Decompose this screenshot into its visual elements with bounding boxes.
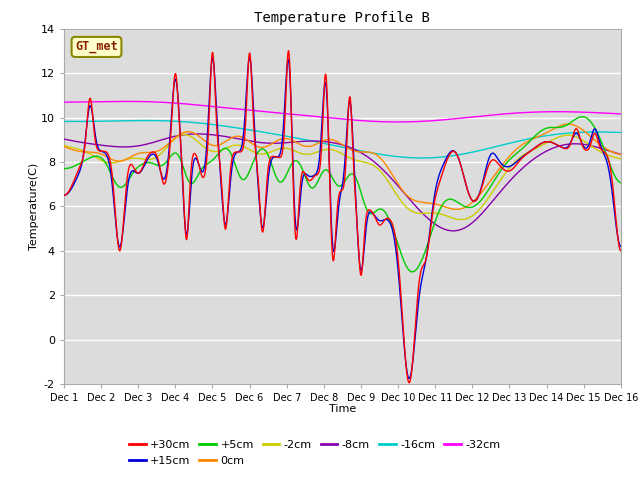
-32cm xyxy=(617,111,625,117)
0cm xyxy=(546,128,554,134)
-2cm xyxy=(458,216,465,222)
0cm xyxy=(617,152,625,157)
-16cm xyxy=(617,130,625,135)
-16cm xyxy=(298,136,306,142)
0cm xyxy=(124,156,131,162)
-8cm xyxy=(547,146,554,152)
+15cm xyxy=(547,139,554,145)
-8cm xyxy=(124,144,131,150)
+30cm xyxy=(405,380,413,385)
+15cm xyxy=(617,243,625,249)
+15cm xyxy=(606,175,614,181)
-32cm xyxy=(606,110,614,116)
0cm xyxy=(452,206,460,212)
+30cm xyxy=(124,173,131,179)
+30cm xyxy=(285,48,292,54)
-32cm xyxy=(123,98,131,104)
+30cm xyxy=(606,165,614,170)
+5cm xyxy=(617,180,625,186)
0cm xyxy=(157,147,164,153)
+30cm xyxy=(157,168,164,174)
-2cm xyxy=(60,143,68,148)
-32cm xyxy=(274,110,282,116)
X-axis label: Time: Time xyxy=(329,405,356,414)
+15cm xyxy=(124,185,131,191)
-2cm xyxy=(617,156,625,162)
+30cm xyxy=(617,248,625,254)
-2cm xyxy=(274,146,282,152)
+5cm xyxy=(124,179,131,184)
0cm xyxy=(564,121,572,127)
+30cm xyxy=(298,171,306,177)
-2cm xyxy=(180,132,188,137)
+5cm xyxy=(579,114,586,120)
-2cm xyxy=(547,138,554,144)
-8cm xyxy=(298,139,306,144)
-16cm xyxy=(547,132,554,138)
-16cm xyxy=(157,118,164,123)
+5cm xyxy=(60,166,68,171)
-8cm xyxy=(606,148,614,154)
Line: -32cm: -32cm xyxy=(64,101,621,122)
+5cm xyxy=(546,125,554,131)
-16cm xyxy=(419,155,426,161)
0cm xyxy=(60,144,68,149)
0cm xyxy=(274,138,282,144)
-8cm xyxy=(274,140,282,146)
-8cm xyxy=(60,136,68,142)
Line: +15cm: +15cm xyxy=(64,58,621,378)
Line: +5cm: +5cm xyxy=(64,117,621,272)
-16cm xyxy=(124,118,131,123)
Y-axis label: Temperature(C): Temperature(C) xyxy=(29,163,40,250)
+30cm xyxy=(60,192,68,198)
+15cm xyxy=(405,375,413,381)
+15cm xyxy=(274,154,282,160)
+15cm xyxy=(298,180,306,186)
Title: Temperature Profile B: Temperature Profile B xyxy=(255,11,430,25)
Line: 0cm: 0cm xyxy=(64,124,621,209)
-32cm xyxy=(547,109,554,115)
+5cm xyxy=(274,177,282,182)
-16cm xyxy=(60,119,68,124)
-32cm xyxy=(124,98,132,104)
-32cm xyxy=(157,99,164,105)
+5cm xyxy=(408,269,416,275)
-8cm xyxy=(617,152,625,157)
-32cm xyxy=(394,119,402,125)
Legend: +30cm, +15cm, +5cm, 0cm, -2cm, -8cm, -16cm, -32cm: +30cm, +15cm, +5cm, 0cm, -2cm, -8cm, -16… xyxy=(125,436,504,470)
-8cm xyxy=(449,228,457,234)
+15cm xyxy=(157,168,164,174)
-2cm xyxy=(124,156,131,162)
-8cm xyxy=(157,137,164,143)
+5cm xyxy=(157,163,164,168)
-2cm xyxy=(157,151,164,157)
+30cm xyxy=(547,139,554,145)
+5cm xyxy=(606,163,614,168)
Line: -16cm: -16cm xyxy=(64,120,621,158)
-2cm xyxy=(606,153,614,159)
-32cm xyxy=(298,112,306,118)
-2cm xyxy=(298,151,306,156)
-8cm xyxy=(193,131,201,137)
0cm xyxy=(606,148,614,154)
Line: -2cm: -2cm xyxy=(64,134,621,219)
+5cm xyxy=(298,165,305,170)
-16cm xyxy=(142,118,150,123)
-16cm xyxy=(274,132,282,137)
-16cm xyxy=(606,129,614,135)
+15cm xyxy=(246,55,253,60)
Text: GT_met: GT_met xyxy=(75,40,118,53)
-32cm xyxy=(60,99,68,105)
+30cm xyxy=(274,155,282,160)
Line: -8cm: -8cm xyxy=(64,134,621,231)
0cm xyxy=(298,142,305,148)
+15cm xyxy=(60,192,68,198)
Line: +30cm: +30cm xyxy=(64,51,621,383)
